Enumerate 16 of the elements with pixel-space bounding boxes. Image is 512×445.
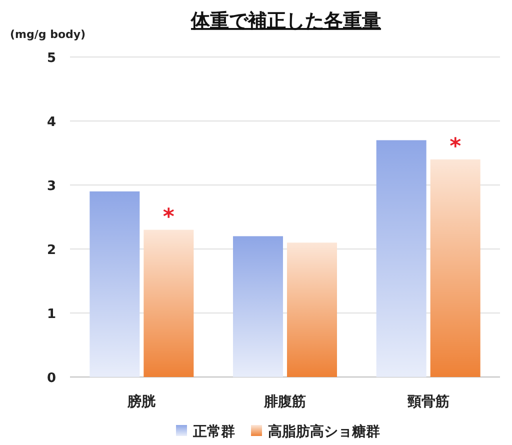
annotation: *: [162, 204, 175, 230]
x-tick-label: 膀胱: [126, 393, 157, 410]
y-tick-label: 0: [46, 371, 56, 386]
chart-title: 体重で補正した各重量: [190, 10, 381, 32]
y-tick-label: 5: [46, 51, 56, 66]
legend-label: 正常群: [192, 424, 235, 440]
legend: 正常群 高脂肪高ショ糖群: [176, 424, 380, 440]
y-tick-label: 1: [46, 307, 56, 322]
y-tick-label: 2: [46, 243, 56, 258]
y-axis-title: (mg/g body): [10, 28, 86, 41]
x-tick-label: 腓腹筋: [263, 394, 306, 410]
y-tick-label: 3: [46, 179, 56, 194]
legend-label: 高脂肪高ショ糖群: [268, 423, 380, 440]
y-tick-label: 4: [46, 115, 56, 130]
x-tick-label: 頸骨筋: [406, 394, 450, 410]
annotation: *: [450, 134, 462, 160]
